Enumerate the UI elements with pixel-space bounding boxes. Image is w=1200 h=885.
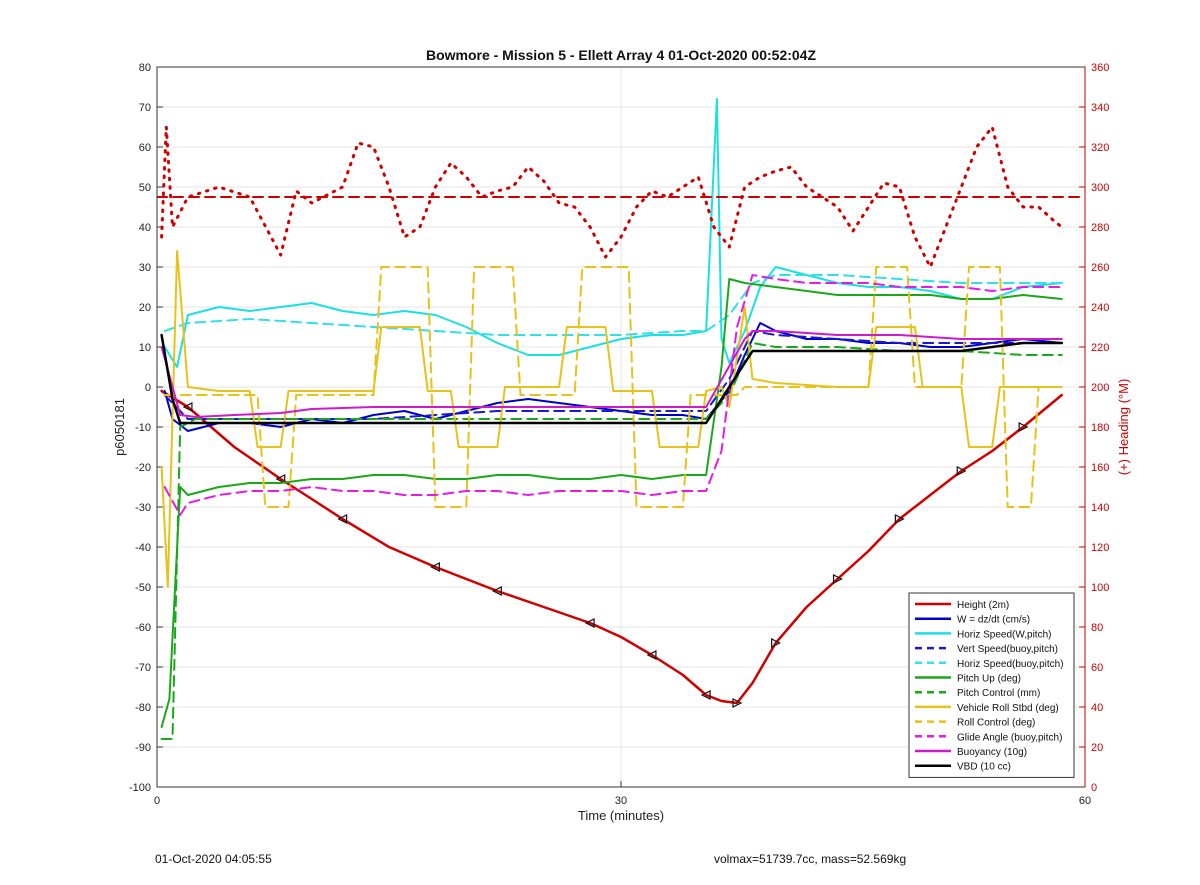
height-marker [1018,422,1029,432]
y2-tick-label: 220 [1091,342,1109,354]
height-marker [832,574,843,584]
series-line-heading-m [160,125,1064,269]
y2-tick-label: 80 [1091,622,1103,634]
height-marker [275,474,286,484]
footer-volmax-mass: volmax=51739.7cc, mass=52.569kg [714,852,907,866]
legend-label: Vert Speed(buoy,pitch) [957,644,1058,655]
chart-title: Bowmore - Mission 5 - Ellett Array 4 01-… [426,47,817,63]
y2-tick-label: 180 [1091,422,1109,434]
legend-label: Height (2m) [957,600,1009,611]
series-line-horiz-speed-buoy-pitch [163,274,1063,336]
y-tick-label: 80 [139,62,151,74]
height-marker [732,698,743,708]
legend-label: Pitch Control (mm) [957,688,1040,699]
y-tick-label: 0 [145,382,151,394]
height-marker [956,466,967,476]
series-line-pitch-control-mm [160,342,1063,740]
series-line-vbd-10-cc [160,333,1064,425]
height-marker [700,690,711,700]
y2-tick-label: 140 [1091,502,1109,514]
legend-label: Roll Control (deg) [957,718,1035,729]
y-tick-label: -90 [135,742,151,754]
y-tick-label: 20 [139,302,151,314]
footer-timestamp: 01-Oct-2020 04:05:55 [155,852,272,866]
height-marker [430,562,440,572]
x-axis-label: Time (minutes) [578,808,664,823]
y-tick-label: -50 [135,582,151,594]
y-tick-label: 60 [139,142,151,154]
y2-tick-label: 240 [1091,302,1109,314]
legend-label: VBD (10 cc) [957,762,1011,773]
series-line-pitch-up-deg [160,278,1063,728]
y2-tick-label: 0 [1091,782,1097,794]
legend-label: Pitch Up (deg) [957,674,1021,685]
legend-label: Buoyancy (10g) [957,747,1027,758]
y2-tick-label: 120 [1091,542,1109,554]
y-tick-label: -70 [135,662,151,674]
series-line-horiz-speed-w-pitch [163,98,1063,368]
y-axis-label: p6050181 [112,398,127,456]
height-marker [894,514,905,524]
y2-tick-label: 280 [1091,222,1109,234]
y2-tick-label: 20 [1091,742,1103,754]
y2-tick-label: 100 [1091,582,1109,594]
height-marker [646,650,657,660]
height-marker [771,638,782,648]
y2-tick-label: 200 [1091,382,1109,394]
series-line-height-2m [160,389,1064,705]
y-tick-label: -100 [129,782,151,794]
legend-label: Glide Angle (buoy,pitch) [957,732,1062,743]
y2-tick-label: 160 [1091,462,1109,474]
y2-tick-label: 360 [1091,62,1109,74]
height-marker [182,402,193,412]
y2-tick-label: 320 [1091,142,1109,154]
y-tick-label: 50 [139,182,151,194]
series-line-glide-angle-buoy-pitch [163,274,1063,516]
series-line-vehicle-roll-stbd-deg [160,250,1063,588]
x-tick-label: 60 [1079,795,1091,807]
series-line-vert-speed-buoy-pitch [163,330,1063,420]
height-marker [491,586,502,596]
y-tick-label: -60 [135,622,151,634]
legend-label: Horiz Speed(buoy,pitch) [957,659,1064,670]
y-tick-label: -10 [135,422,151,434]
y2-tick-label: 300 [1091,182,1109,194]
height-marker [337,514,348,524]
y2-axis-label: (+) Heading (°M) [1116,379,1131,476]
y-tick-label: -40 [135,542,151,554]
legend-box [908,592,1075,778]
y-tick-label: 40 [139,222,151,234]
y-tick-label: -80 [135,702,151,714]
y2-tick-label: 260 [1091,262,1109,274]
y2-tick-label: 340 [1091,102,1109,114]
legend-label: Vehicle Roll Stbd (deg) [957,703,1059,714]
x-tick-label: 0 [154,795,160,807]
legend-label: Horiz Speed(W,pitch) [957,629,1051,640]
y-tick-label: -20 [135,462,151,474]
legend-label: W = dz/dt (cm/s) [957,615,1030,626]
y2-tick-label: 60 [1091,662,1103,674]
y2-tick-label: 40 [1091,702,1103,714]
series-line-buoyancy-10g [160,330,1063,418]
height-marker [584,618,595,628]
series-line-roll-control-deg [163,266,1063,508]
x-tick-label: 30 [615,795,627,807]
y-tick-label: -30 [135,502,151,514]
y-tick-label: 70 [139,102,151,114]
y-tick-label: 10 [139,342,151,354]
y-tick-label: 30 [139,262,151,274]
